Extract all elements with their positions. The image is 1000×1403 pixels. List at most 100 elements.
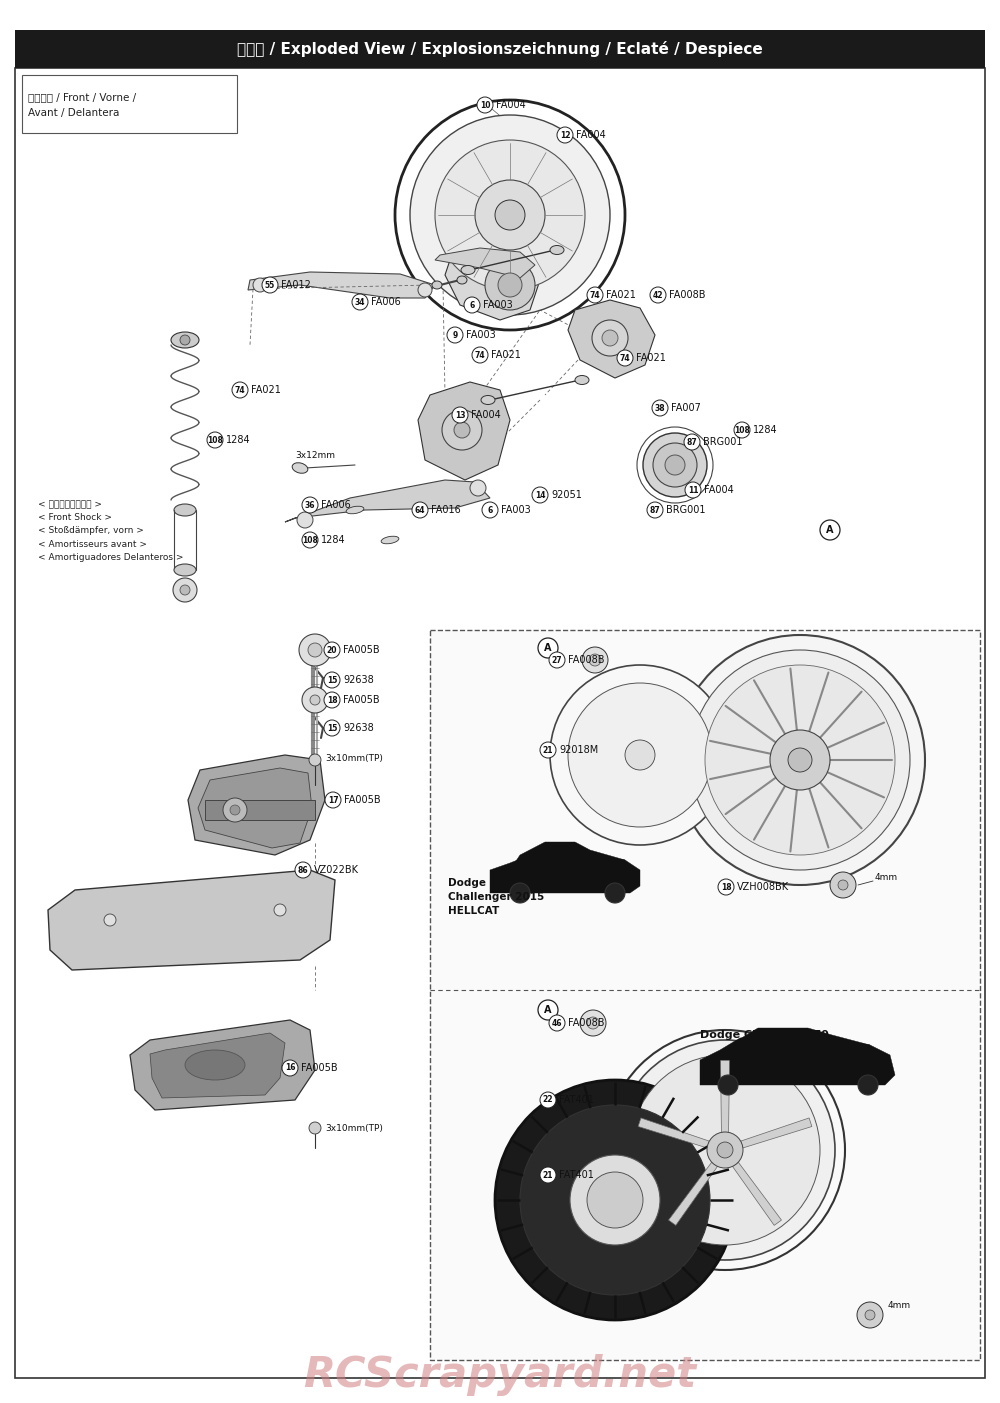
Text: FA006: FA006 [371, 297, 401, 307]
Ellipse shape [185, 1049, 245, 1080]
Circle shape [820, 521, 840, 540]
Text: FA005B: FA005B [301, 1063, 338, 1073]
Circle shape [838, 880, 848, 890]
Circle shape [495, 201, 525, 230]
Bar [15, 29, 985, 67]
Circle shape [207, 432, 223, 448]
Circle shape [232, 382, 248, 398]
Text: 64: 64 [415, 505, 425, 515]
Text: 87: 87 [650, 505, 660, 515]
Circle shape [230, 805, 240, 815]
Polygon shape [445, 255, 540, 320]
Text: 21: 21 [543, 745, 553, 755]
Text: 12: 12 [560, 130, 570, 139]
Text: 38: 38 [655, 404, 665, 412]
Circle shape [605, 882, 625, 904]
Polygon shape [669, 1162, 718, 1225]
Ellipse shape [346, 506, 364, 513]
Text: 9: 9 [452, 331, 458, 340]
Circle shape [310, 694, 320, 704]
Text: 108: 108 [734, 425, 750, 435]
Polygon shape [130, 1020, 315, 1110]
Circle shape [580, 1010, 606, 1035]
Text: 108: 108 [207, 435, 223, 445]
Circle shape [532, 487, 548, 504]
Circle shape [568, 683, 712, 826]
Circle shape [587, 1172, 643, 1228]
Circle shape [549, 652, 565, 668]
Ellipse shape [171, 333, 199, 348]
Text: FA004: FA004 [576, 130, 606, 140]
Polygon shape [418, 382, 510, 480]
Circle shape [482, 502, 498, 518]
Circle shape [435, 140, 585, 290]
Circle shape [675, 636, 925, 885]
Circle shape [865, 1310, 875, 1320]
Text: 55: 55 [265, 281, 275, 289]
Circle shape [857, 1302, 883, 1329]
Text: A: A [826, 525, 834, 535]
Circle shape [302, 532, 318, 549]
Circle shape [858, 1075, 878, 1094]
Text: 92018M: 92018M [559, 745, 598, 755]
Circle shape [717, 1142, 733, 1157]
Text: 6: 6 [487, 505, 493, 515]
Text: 74: 74 [475, 351, 485, 359]
Text: FA021: FA021 [636, 354, 666, 363]
Text: < フロントダンパー >
< Front Shock >
< Stoßdämpfer, vorn >
< Amortisseurs avant >
< Amor: < フロントダンパー > < Front Shock > < Stoßdämpf… [38, 499, 184, 561]
Text: 42: 42 [653, 290, 663, 299]
Text: 92051: 92051 [551, 490, 582, 499]
Circle shape [324, 720, 340, 737]
Circle shape [770, 730, 830, 790]
Polygon shape [198, 767, 312, 847]
Text: 1284: 1284 [753, 425, 778, 435]
Text: Dodge Charger 1970: Dodge Charger 1970 [700, 1030, 829, 1040]
Text: 74: 74 [620, 354, 630, 362]
Text: フロント / Front / Vorne /: フロント / Front / Vorne / [28, 93, 136, 102]
Circle shape [495, 1080, 735, 1320]
Text: FA003: FA003 [483, 300, 513, 310]
Circle shape [587, 1017, 599, 1028]
Circle shape [498, 274, 522, 297]
Bar [22, 74, 237, 133]
Text: 15: 15 [327, 675, 337, 685]
Circle shape [653, 443, 697, 487]
Circle shape [718, 1075, 738, 1094]
Text: 13: 13 [455, 411, 465, 419]
Text: FAT401: FAT401 [559, 1094, 594, 1106]
Text: 11: 11 [688, 485, 698, 494]
Text: 92638: 92638 [343, 723, 374, 732]
Circle shape [410, 115, 610, 316]
Text: 108: 108 [302, 536, 318, 544]
Circle shape [325, 793, 341, 808]
Circle shape [180, 335, 190, 345]
Circle shape [647, 502, 663, 518]
Circle shape [299, 634, 331, 666]
Circle shape [617, 349, 633, 366]
Circle shape [652, 400, 668, 417]
Text: FA005B: FA005B [343, 645, 380, 655]
Text: 22: 22 [543, 1096, 553, 1104]
Text: 3x10mm(TP): 3x10mm(TP) [325, 1124, 383, 1132]
Circle shape [253, 278, 267, 292]
Circle shape [592, 320, 628, 356]
Text: FA003: FA003 [501, 505, 531, 515]
Text: 34: 34 [355, 297, 365, 306]
Text: FA021: FA021 [251, 384, 281, 396]
Ellipse shape [174, 564, 196, 577]
Text: 3x12mm: 3x12mm [295, 450, 335, 460]
Circle shape [630, 1055, 820, 1244]
Polygon shape [638, 1118, 709, 1148]
Polygon shape [248, 272, 435, 297]
Circle shape [587, 288, 603, 303]
Circle shape [589, 654, 601, 666]
Ellipse shape [432, 281, 442, 289]
Circle shape [520, 1106, 710, 1295]
Circle shape [830, 873, 856, 898]
Ellipse shape [292, 463, 308, 473]
Circle shape [452, 407, 468, 422]
Text: 46: 46 [552, 1019, 562, 1027]
Text: 4mm: 4mm [888, 1301, 911, 1309]
Text: Dodge SRT
Challenger 2015
HELLCAT: Dodge SRT Challenger 2015 HELLCAT [448, 878, 544, 916]
Ellipse shape [575, 376, 589, 384]
